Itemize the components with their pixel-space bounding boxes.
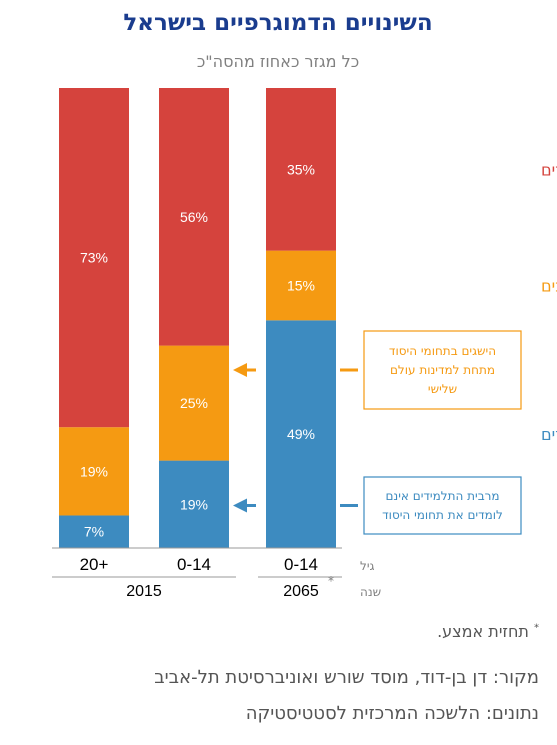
demographic-chart: השינויים הדמוגרפיים בישראל כל מגזר כאחוז… (52, 10, 557, 600)
footnote: * תחזית אמצע. (437, 622, 539, 641)
bar-segment (266, 320, 336, 548)
series-label: ערבים (541, 276, 557, 295)
year-label-2065: 2065 (283, 583, 319, 600)
annotation-text: הישגים בתחומי היסוד (389, 344, 496, 358)
bar-segment (159, 88, 229, 346)
category-tick-label: 0-14 (177, 555, 211, 574)
annotation-box (363, 330, 522, 410)
series-label: חרדים (541, 425, 557, 444)
footnote-marker: * (534, 622, 539, 634)
data-source-line: נתונים: הלשכה המרכזית לסטטיסטיקה (245, 703, 539, 724)
bar-value-label: 56% (180, 209, 208, 225)
arrow-head-icon (233, 498, 247, 513)
annotation-text: שלישי (428, 382, 457, 396)
bar-segment (59, 427, 129, 516)
bar-segment (159, 345, 229, 461)
bar-value-label: 25% (180, 395, 208, 411)
bar-value-label: 49% (287, 426, 315, 442)
year-marker: * (328, 574, 334, 588)
bar-value-label: 7% (84, 524, 104, 540)
category-tick-label: 20+ (80, 555, 109, 574)
bar-segment (159, 460, 229, 548)
annotation-text: מתחת למדינות עולם (390, 363, 495, 377)
chart-title: השינויים הדמוגרפיים בישראל (123, 10, 432, 36)
series-label: יהודים לא-חרדים ואחרים (541, 160, 557, 179)
bar-value-label: 73% (80, 250, 108, 266)
footnote-text: תחזית אמצע. (437, 622, 529, 641)
bar-value-label: 19% (180, 496, 208, 512)
chart-subtitle: כל מגזר כאחוז מהסה"כ (197, 52, 359, 71)
bar-segment (266, 250, 336, 321)
bar-segment (59, 515, 129, 548)
year-label-2015: 2015 (126, 583, 162, 600)
bar-value-label: 35% (287, 161, 315, 177)
source-line: מקור: דן בן-דוד, מוסד שורש ואוניברסיטת ת… (154, 667, 539, 688)
year-row-title: שנה (360, 585, 381, 599)
bar-segment (59, 88, 129, 428)
annotation-box (363, 476, 522, 535)
bar-value-label: 15% (287, 277, 315, 293)
annotation-text: לומדים את תחומי היסוד (382, 508, 503, 522)
age-row-title: גיל (360, 559, 375, 573)
arrow-head-icon (233, 363, 247, 377)
bar-value-label: 19% (80, 463, 108, 479)
category-tick-label: 0-14 (284, 555, 318, 574)
annotation-text: מרבית התלמידים אינם (385, 489, 499, 503)
bar-segment (266, 88, 336, 251)
